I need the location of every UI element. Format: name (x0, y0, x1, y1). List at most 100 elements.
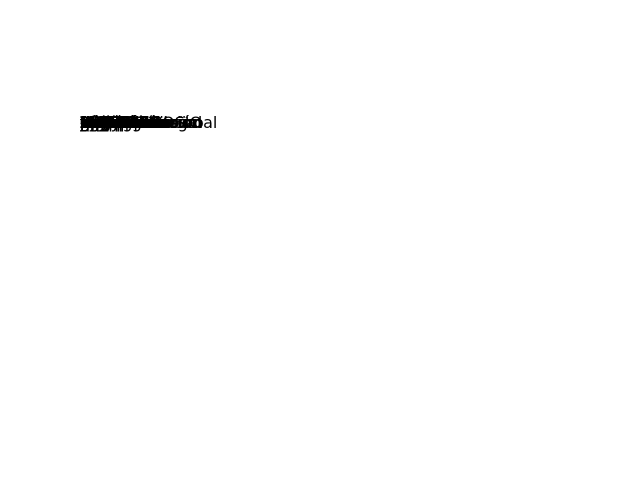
word-dio: dio (80, 115, 105, 132)
word-casos: casos (80, 115, 126, 132)
word-revolucion: Revolución (80, 115, 168, 132)
word-hizo: hizo (80, 115, 113, 132)
word-secretaria: Secretaría (80, 115, 162, 132)
word-ambiente: ambiente (80, 115, 157, 132)
word-california: California (80, 115, 156, 132)
word-agua: agua (80, 115, 120, 132)
word-toda: toda (80, 115, 117, 132)
word-presupuesto: presupuesto (80, 115, 180, 132)
word-pueden: pueden (80, 115, 141, 132)
word-entrega: entrega (80, 115, 143, 132)
word-mucho: mucho (80, 115, 135, 132)
word-lugar: lugar (80, 115, 122, 132)
word-eso: eso (80, 115, 108, 132)
word-madero: Madero (80, 115, 140, 132)
word-fiscal: fiscal (80, 115, 122, 132)
word-casi: casi (80, 115, 112, 132)
word-victor: VÍCTOR (80, 115, 141, 132)
word-gobernador: gobernador (80, 115, 173, 132)
word-decision: decisión (80, 115, 146, 132)
word-decirle: decirle (80, 115, 135, 132)
word-menos: menos (80, 115, 134, 132)
word-pais: país (80, 115, 113, 132)
word-impuesto: impuesto (80, 115, 155, 132)
word-ir: ir (80, 115, 92, 132)
word-contrato: contrato (80, 115, 148, 132)
word-tiempo: tiempo (80, 115, 137, 132)
word-vaces: vaces (80, 115, 127, 132)
word-golf: golf (80, 115, 111, 132)
word-gobierno: gobierno (80, 115, 151, 132)
word-arriba: arriba (80, 115, 128, 132)
word-nacional: nacional (80, 115, 148, 132)
word-baja-california: Baja California (80, 115, 197, 132)
word-paz: Paz (80, 115, 108, 132)
word-fase: fase (80, 115, 114, 132)
word-gran: gran (80, 115, 117, 132)
word-operaciones: operaciones (80, 115, 178, 132)
word-playa: playa (80, 115, 124, 132)
word-publico: público (80, 115, 138, 132)
word-media-nacional: media nacional (80, 115, 203, 132)
word-millones: millones (80, 115, 148, 132)
word-pesos: pesos (80, 115, 127, 132)
word-federal: federal (80, 115, 137, 132)
word-mejor: mejor (80, 115, 127, 132)
word-campo: campo (80, 115, 135, 132)
word-denuncia: denuncia (80, 115, 154, 132)
word-ampliacion: ampliación (80, 115, 168, 132)
word-sino: sino (80, 115, 113, 132)
word-centro-2: Centro (80, 115, 134, 132)
word-bienes: bienes (80, 115, 133, 132)
word-sido: sido (80, 115, 113, 132)
word-seguridad: seguridad (80, 115, 160, 132)
word-fecha: fecha (80, 115, 125, 132)
word-universal: universal (80, 115, 154, 132)
word-mismo: mismo (80, 115, 134, 132)
word-guardia-nacional: Guardia Nacional (80, 115, 218, 132)
word-personal: personal (80, 115, 150, 132)
word-tierra: tierra (80, 115, 124, 132)
word-republica: República (80, 115, 159, 132)
word-cinco: cinco (80, 115, 122, 132)
word-ejemplo: ejemplo (80, 115, 145, 132)
word-solo: sólo (80, 115, 113, 132)
word-mundial: mundial (80, 115, 145, 132)
word-atencion: atención (80, 115, 150, 132)
word-nacion: nación (80, 115, 134, 132)
word-seis: seis (80, 115, 111, 132)
word-gente: gente (80, 115, 127, 132)
word-cuenta: cuenta (80, 115, 135, 132)
word-cosa: cosa (80, 115, 117, 132)
word-salud: salud (80, 115, 123, 132)
word-democracia: democracia (80, 115, 174, 132)
word-poder: poder (80, 115, 127, 132)
word-pastos: pastos (80, 115, 133, 132)
word-estados: Estados (80, 115, 143, 132)
word-hoy: hoy (80, 115, 110, 132)
word-dejar: dejar (80, 115, 121, 132)
word-dinero: dinero (80, 115, 131, 132)
word-transformacion: transformación (80, 115, 202, 132)
word-pueblo: pueblo (80, 115, 135, 132)
word-puedo: puedo (80, 115, 131, 132)
word-acuerdo: acuerdo (80, 115, 145, 132)
word-problema: problema (80, 115, 157, 132)
word-historia: historia (80, 115, 140, 132)
word-dijo: dijo (80, 115, 109, 132)
word-justicia: justicia (80, 115, 137, 132)
word-pescadores: pescadores (80, 115, 172, 132)
word-cloud: pueblo Baja California empresa millones … (80, 115, 560, 365)
word-bien: bien (80, 115, 115, 132)
word-decidio: decidió (80, 115, 138, 132)
word-nadie: nadie (80, 115, 125, 132)
word-centro: centro (80, 115, 132, 132)
word-aqui: aquí (80, 115, 115, 132)
word-maestro: maestro (80, 115, 146, 132)
word-politica: política (80, 115, 139, 132)
word-asunto: asunto (80, 115, 135, 132)
word-refiere: refiere (80, 115, 133, 132)
word-guerrero-negro: Guerrero Negro (80, 115, 204, 132)
word-marina: Marina (80, 115, 135, 132)
word-anos: años (80, 115, 119, 132)
